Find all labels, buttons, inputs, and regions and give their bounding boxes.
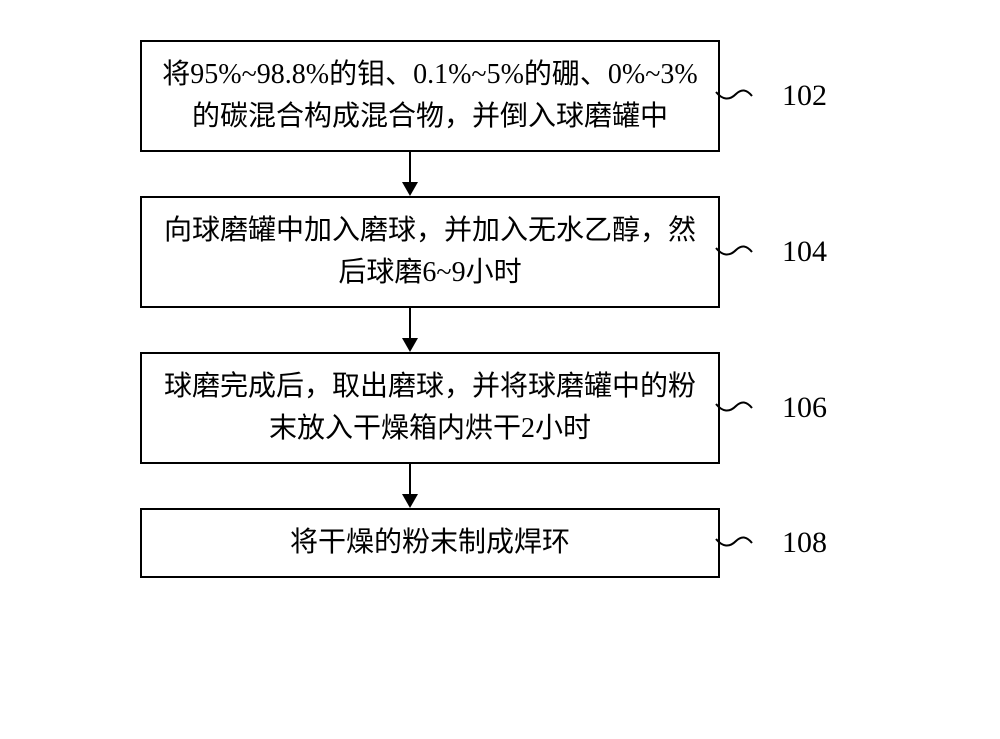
step-box-106: 球磨完成后，取出磨球，并将球磨罐中的粉末放入干燥箱内烘干2小时 [140, 352, 720, 464]
step-box-102: 将95%~98.8%的钼、0.1%~5%的硼、0%~3%的碳混合构成混合物，并倒… [140, 40, 720, 152]
label-connector-icon [714, 82, 754, 110]
flowchart-container: 将95%~98.8%的钼、0.1%~5%的硼、0%~3%的碳混合构成混合物，并倒… [140, 40, 860, 578]
step-label: 102 [782, 79, 827, 113]
flow-edge [140, 152, 860, 196]
flow-edge [140, 308, 860, 352]
arrow-down-icon [402, 338, 418, 352]
step-box-108: 将干燥的粉末制成焊环 [140, 508, 720, 578]
flow-step: 球磨完成后，取出磨球，并将球磨罐中的粉末放入干燥箱内烘干2小时 106 [140, 352, 860, 464]
arrow-down-icon [402, 182, 418, 196]
label-connector-icon [714, 238, 754, 266]
step-label: 106 [782, 391, 827, 425]
flow-step: 向球磨罐中加入磨球，并加入无水乙醇，然后球磨6~9小时 104 [140, 196, 860, 308]
flow-step: 将干燥的粉末制成焊环 108 [140, 508, 860, 578]
arrow-down-icon [402, 494, 418, 508]
step-box-104: 向球磨罐中加入磨球，并加入无水乙醇，然后球磨6~9小时 [140, 196, 720, 308]
flow-step: 将95%~98.8%的钼、0.1%~5%的硼、0%~3%的碳混合构成混合物，并倒… [140, 40, 860, 152]
label-connector-icon [714, 529, 754, 557]
label-connector-icon [714, 394, 754, 422]
flow-edge [140, 464, 860, 508]
step-label: 108 [782, 526, 827, 560]
step-label: 104 [782, 235, 827, 269]
